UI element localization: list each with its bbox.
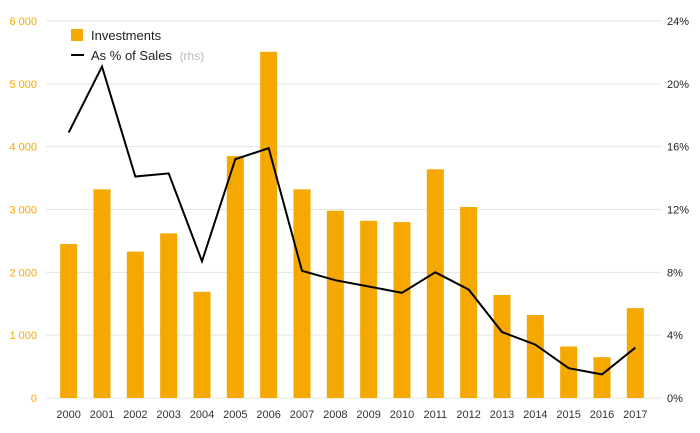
legend-investments-swatch bbox=[71, 29, 83, 41]
line-series bbox=[67, 63, 636, 376]
x-tick-label: 2007 bbox=[290, 409, 314, 421]
x-tick-label: 2001 bbox=[90, 409, 114, 421]
bar bbox=[193, 291, 211, 398]
x-tick-label: 2002 bbox=[123, 409, 147, 421]
right-axis: 0% 4% 8% 12% 16% 20% 24% bbox=[667, 16, 689, 405]
legend-investments-label: Investments bbox=[91, 28, 162, 43]
x-tick-label: 2000 bbox=[56, 409, 80, 421]
legend-rhs-note: (rhs) bbox=[180, 49, 205, 63]
left-tick-label: 5 000 bbox=[9, 79, 37, 91]
bar bbox=[393, 222, 411, 398]
left-tick-label: 0 bbox=[31, 393, 37, 405]
bar bbox=[293, 189, 311, 398]
x-tick-label: 2009 bbox=[356, 409, 380, 421]
x-tick-label: 2016 bbox=[590, 409, 614, 421]
x-tick-label: 2012 bbox=[456, 409, 480, 421]
x-tick-label: 2013 bbox=[490, 409, 514, 421]
x-axis: 2000 2001 2002 2003 2004 2005 2006 2007 2008 2009… bbox=[56, 409, 647, 421]
sales-share-line bbox=[67, 63, 636, 376]
x-tick-label: 2006 bbox=[256, 409, 280, 421]
bar bbox=[226, 156, 244, 398]
x-tick-label: 2005 bbox=[223, 409, 247, 421]
right-tick-label: 0% bbox=[667, 393, 683, 405]
left-tick-label: 3 000 bbox=[9, 205, 37, 217]
bar bbox=[60, 244, 78, 398]
bar bbox=[626, 308, 644, 398]
bar bbox=[560, 346, 578, 398]
investment-bars bbox=[60, 51, 644, 399]
x-tick-label: 2010 bbox=[390, 409, 414, 421]
left-tick-label: 2 000 bbox=[9, 267, 37, 279]
bar bbox=[260, 51, 278, 399]
legend-sales-share-label: As % of Sales (rhs) bbox=[91, 48, 204, 63]
x-tick-label: 2008 bbox=[323, 409, 347, 421]
x-tick-label: 2015 bbox=[556, 409, 580, 421]
bar bbox=[160, 233, 178, 398]
left-tick-label: 6 000 bbox=[9, 16, 37, 28]
left-axis: 0 1 000 2 000 3 000 4 000 5 000 6 000 bbox=[9, 16, 37, 405]
bar bbox=[493, 294, 511, 398]
bar bbox=[526, 315, 544, 398]
right-tick-label: 16% bbox=[667, 142, 689, 154]
x-tick-label: 2004 bbox=[190, 409, 214, 421]
bar bbox=[593, 357, 611, 398]
x-tick-label: 2014 bbox=[523, 409, 547, 421]
left-tick-label: 1 000 bbox=[9, 330, 37, 342]
bar bbox=[326, 210, 344, 398]
bar bbox=[126, 251, 144, 398]
right-tick-label: 24% bbox=[667, 16, 689, 28]
grid bbox=[46, 20, 662, 399]
bar bbox=[460, 206, 478, 398]
legend: Investments As % of Sales (rhs) bbox=[71, 28, 204, 63]
right-tick-label: 20% bbox=[667, 79, 689, 91]
bar bbox=[360, 220, 378, 398]
x-tick-label: 2011 bbox=[424, 409, 448, 421]
bar bbox=[93, 189, 111, 398]
bar bbox=[426, 169, 444, 398]
left-tick-label: 4 000 bbox=[9, 142, 37, 154]
x-tick-label: 2017 bbox=[623, 409, 647, 421]
x-tick-label: 2003 bbox=[156, 409, 180, 421]
right-tick-label: 4% bbox=[667, 330, 683, 342]
right-tick-label: 12% bbox=[667, 205, 689, 217]
right-tick-label: 8% bbox=[667, 267, 683, 279]
legend-sales-share-name: As % of Sales bbox=[91, 48, 172, 63]
